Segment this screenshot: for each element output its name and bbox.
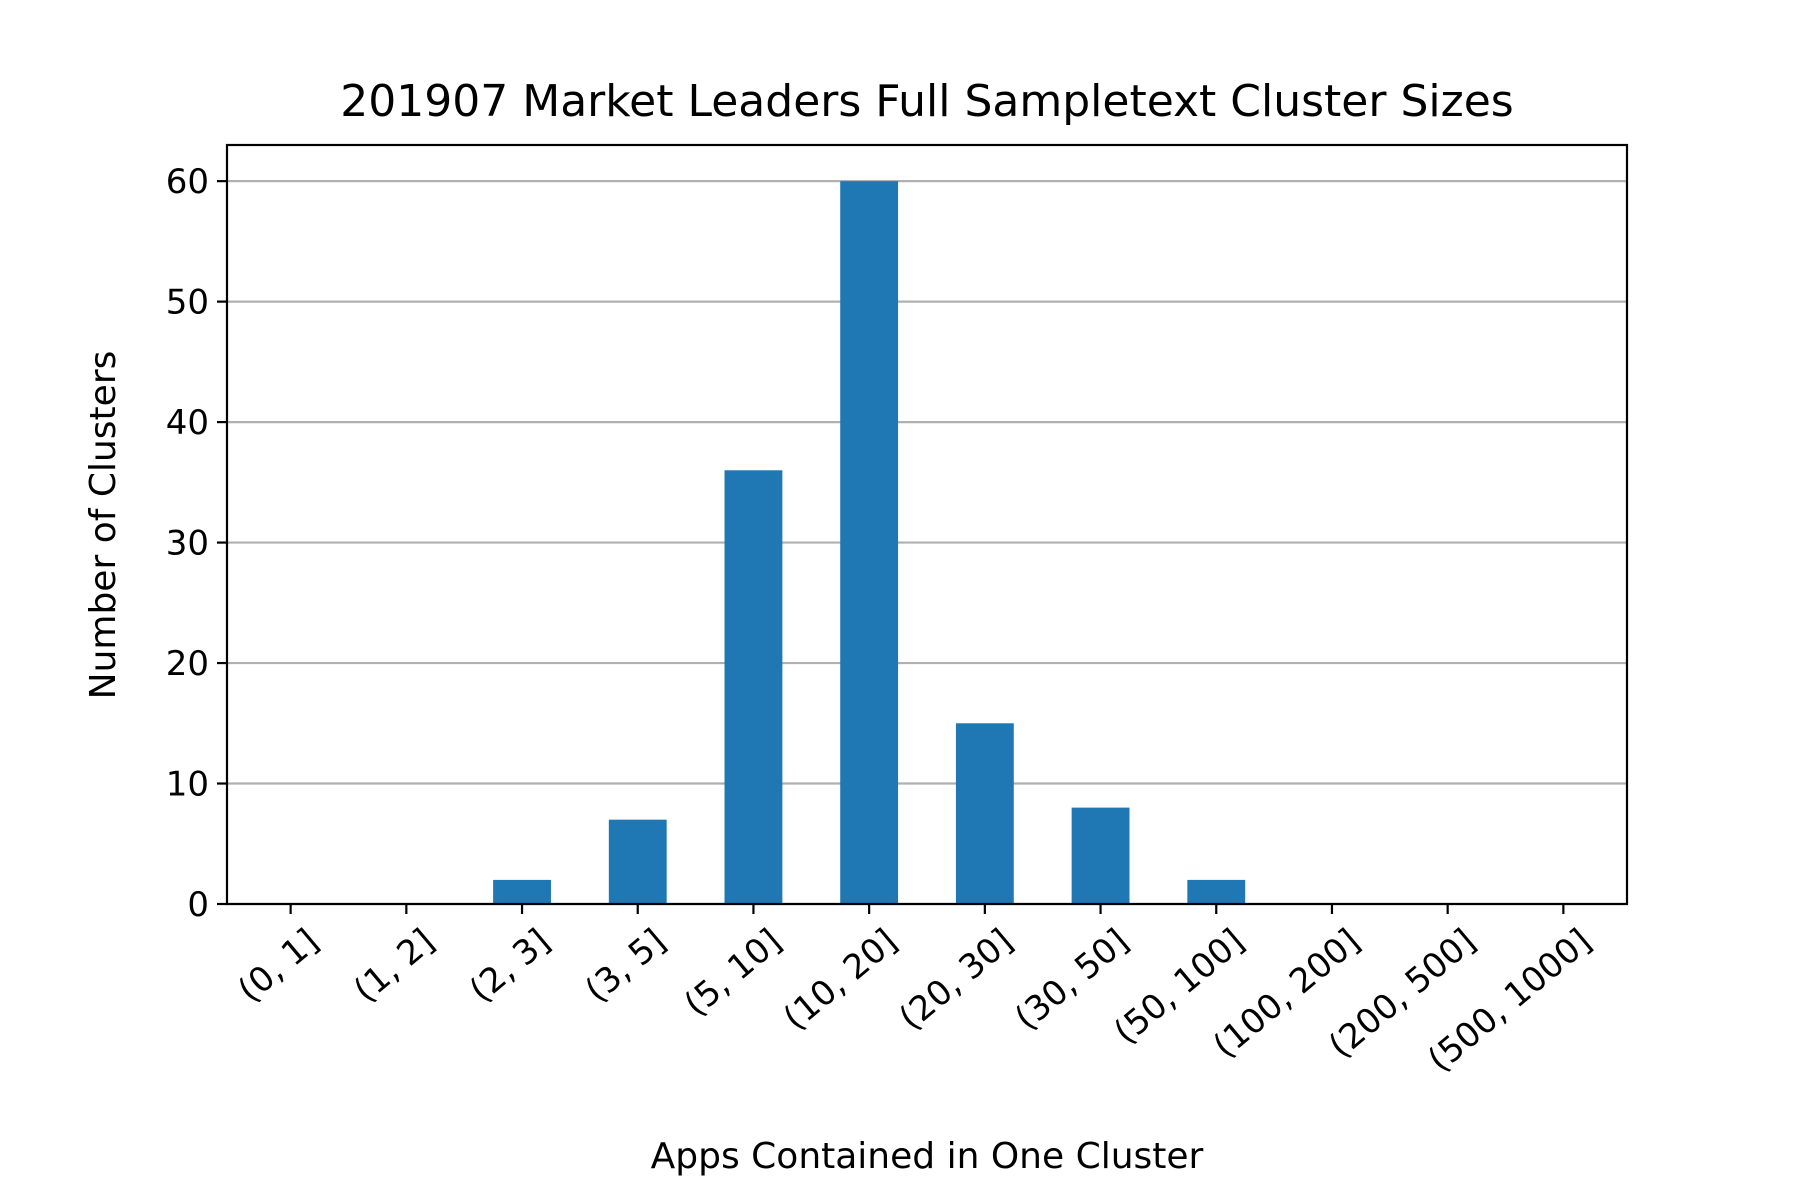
bar [1071, 807, 1130, 904]
x-axis-label: Apps Contained in One Cluster [651, 1136, 1204, 1177]
bar [840, 181, 899, 905]
grid-lines [227, 180, 1627, 906]
x-tick-label: (0, 1] [231, 921, 327, 1010]
y-tick-label: 40 [166, 403, 209, 443]
bar [608, 819, 667, 904]
y-tick-label: 10 [166, 765, 209, 805]
bar [493, 879, 551, 904]
bar [1187, 879, 1246, 904]
y-tick-label: 0 [187, 885, 209, 925]
x-tick-label: (10, 20] [776, 921, 905, 1038]
bar [724, 470, 783, 904]
x-axis: (0, 1] (1, 2] (2, 3] (3, 5] (5, 10](10, 20](… [231, 904, 1599, 1080]
x-tick-label: (5, 10] [677, 921, 789, 1024]
x-tick-label: (2, 3] [462, 921, 558, 1010]
y-tick-label: 30 [166, 524, 209, 564]
bars [493, 181, 1246, 905]
bar [955, 723, 1014, 904]
plot-frame [225, 143, 1629, 906]
y-tick-label: 20 [166, 644, 209, 684]
y-tick-label: 60 [166, 162, 209, 202]
x-tick-label: (1, 2] [346, 921, 442, 1010]
x-tick-label: (20, 30] [892, 921, 1021, 1038]
chart-title: 201907 Market Leaders Full Sampletext Cl… [340, 76, 1513, 127]
x-tick-label: (3, 5] [578, 921, 674, 1010]
y-tick-label: 50 [166, 283, 209, 323]
y-axis: 0 10 20 30 40 50 60 [166, 162, 227, 925]
y-axis-label: Number of Clusters [83, 351, 124, 700]
